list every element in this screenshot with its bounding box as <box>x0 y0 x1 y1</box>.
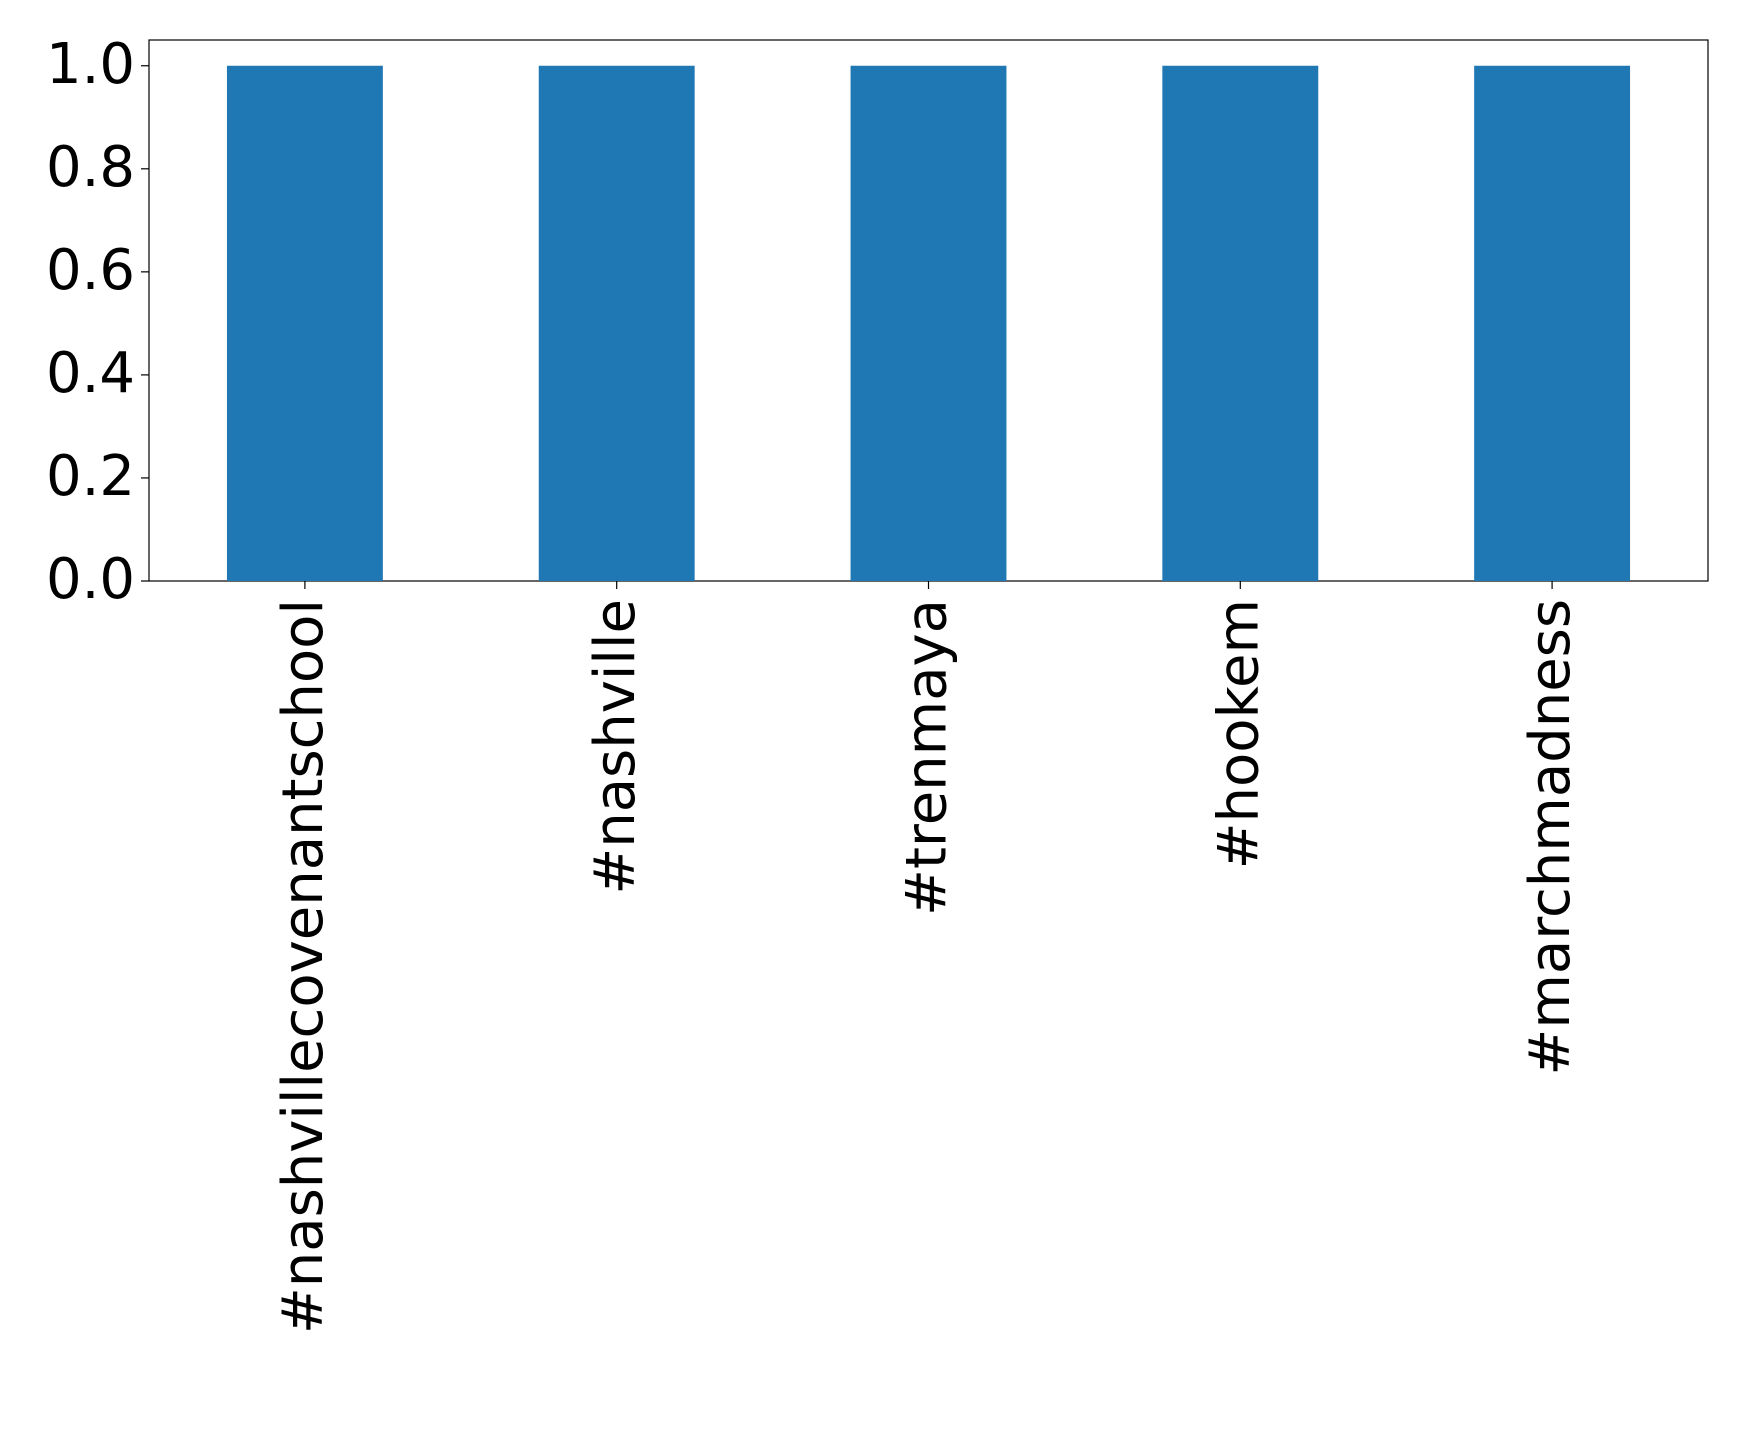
x-tick-label: #marchmadness <box>1518 599 1583 1076</box>
y-tick-label: 0.8 <box>46 135 135 200</box>
bar <box>1162 65 1319 581</box>
bar <box>1474 65 1631 581</box>
bar <box>538 65 695 581</box>
x-tick-label: #nashville <box>583 599 648 895</box>
y-tick-label: 0.2 <box>46 444 135 509</box>
y-tick-label: 0.4 <box>46 341 135 406</box>
x-tick-label: #trenmaya <box>895 599 960 916</box>
x-tick-label: #hookem <box>1206 599 1271 869</box>
x-tick-label: #nashvillecovenantschool <box>271 599 336 1334</box>
bar <box>226 65 383 581</box>
bar <box>850 65 1007 581</box>
y-tick-label: 0.6 <box>46 238 135 303</box>
y-tick-label: 1.0 <box>46 32 135 97</box>
y-tick-label: 0.0 <box>46 547 135 612</box>
